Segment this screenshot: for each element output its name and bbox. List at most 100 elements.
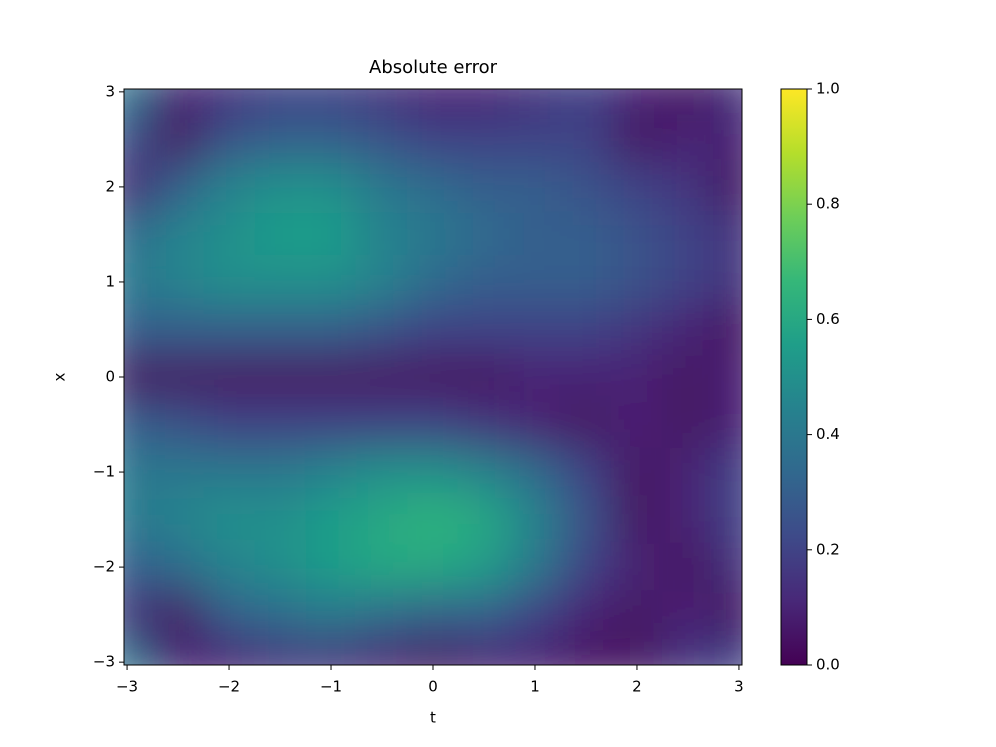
heat-cell xyxy=(407,115,459,164)
heat-cell xyxy=(508,115,561,164)
heat-cell xyxy=(152,115,205,164)
heat-cell xyxy=(661,590,714,639)
heat-cell xyxy=(661,115,714,164)
heat-cell xyxy=(305,590,358,639)
cells xyxy=(124,89,742,665)
y-tick-label: 2 xyxy=(105,177,115,195)
heat-cell xyxy=(254,210,307,259)
heat-cell xyxy=(610,162,663,212)
heat-cell xyxy=(457,352,510,402)
heat-cell xyxy=(203,447,256,497)
heat-cell xyxy=(508,89,561,117)
heat-cell xyxy=(661,210,714,259)
heat-cell xyxy=(610,542,663,592)
y-axis-label: x xyxy=(51,372,69,381)
heat-cell xyxy=(559,162,612,212)
heat-cell xyxy=(254,637,307,665)
heat-cell xyxy=(712,89,742,117)
heat-cell xyxy=(457,542,510,592)
colorbar-tick-label: 0.4 xyxy=(816,425,840,443)
heat-cell xyxy=(712,210,742,259)
heat-cell xyxy=(203,257,256,307)
heat-cell xyxy=(152,447,205,497)
heat-cell xyxy=(254,89,307,117)
heat-cell xyxy=(152,400,205,449)
y-tick-label: −3 xyxy=(93,653,115,671)
heat-cell xyxy=(407,257,459,307)
heat-cell xyxy=(124,305,154,354)
heat-cell xyxy=(610,447,663,497)
heat-cell xyxy=(152,210,205,259)
heat-cell xyxy=(407,305,459,354)
heat-cell xyxy=(559,115,612,164)
heat-cell xyxy=(457,447,510,497)
heat-cell xyxy=(559,352,612,402)
heat-cell xyxy=(407,637,459,665)
heat-cell xyxy=(254,257,307,307)
heat-cell xyxy=(203,162,256,212)
heat-cell xyxy=(356,89,409,117)
heat-cell xyxy=(661,305,714,354)
heat-cell xyxy=(508,162,561,212)
y-tick-label: −2 xyxy=(93,558,115,576)
heat-cell xyxy=(152,89,205,117)
heat-cell xyxy=(203,637,256,665)
heat-cell xyxy=(508,447,561,497)
heat-cell xyxy=(407,210,459,259)
heat-cell xyxy=(610,89,663,117)
heat-cell xyxy=(152,352,205,402)
heat-cell xyxy=(203,495,256,544)
colorbar-tick-label: 1.0 xyxy=(816,80,840,98)
heat-cell xyxy=(457,162,510,212)
heat-cell xyxy=(152,637,205,665)
heat-cell xyxy=(254,590,307,639)
heat-cell xyxy=(356,162,409,212)
y-tick-label: 3 xyxy=(105,82,115,100)
heat-cell xyxy=(254,115,307,164)
heat-cell xyxy=(559,89,612,117)
heat-cell xyxy=(356,305,409,354)
heat-cell xyxy=(559,210,612,259)
heat-cell xyxy=(305,89,358,117)
heat-cell xyxy=(661,89,714,117)
heat-cell xyxy=(712,115,742,164)
heat-cell xyxy=(152,495,205,544)
heat-cell xyxy=(356,542,409,592)
heat-cell xyxy=(508,257,561,307)
heat-cell xyxy=(457,495,510,544)
heat-cell xyxy=(124,210,154,259)
heat-cell xyxy=(254,400,307,449)
heat-cell xyxy=(508,542,561,592)
heat-cell xyxy=(508,352,561,402)
heat-cell xyxy=(457,210,510,259)
colorbar-tick-label: 0.2 xyxy=(816,540,840,558)
heat-cell xyxy=(712,495,742,544)
heat-cell xyxy=(559,257,612,307)
heat-cell xyxy=(203,542,256,592)
heat-cell xyxy=(508,400,561,449)
x-tick-label: 0 xyxy=(428,678,438,696)
heat-cell xyxy=(610,495,663,544)
heat-cell xyxy=(203,590,256,639)
heat-cell xyxy=(712,352,742,402)
heat-cell xyxy=(712,542,742,592)
x-tick-label: −1 xyxy=(320,678,342,696)
colorbar-tick-label: 0.8 xyxy=(816,195,840,213)
heat-cell xyxy=(661,352,714,402)
heat-cell xyxy=(610,210,663,259)
colorbar-tick-label: 0.6 xyxy=(816,310,840,328)
heat-cell xyxy=(356,400,409,449)
heat-cell xyxy=(559,305,612,354)
heat-cell xyxy=(559,447,612,497)
heat-cell xyxy=(559,542,612,592)
heat-cell xyxy=(124,352,154,402)
heat-cell xyxy=(610,590,663,639)
heat-cell xyxy=(508,305,561,354)
heat-cell xyxy=(610,305,663,354)
heat-cell xyxy=(457,257,510,307)
heat-cell xyxy=(457,590,510,639)
heat-cell xyxy=(152,162,205,212)
heat-cell xyxy=(407,542,459,592)
heat-cell xyxy=(661,257,714,307)
heat-cell xyxy=(712,305,742,354)
